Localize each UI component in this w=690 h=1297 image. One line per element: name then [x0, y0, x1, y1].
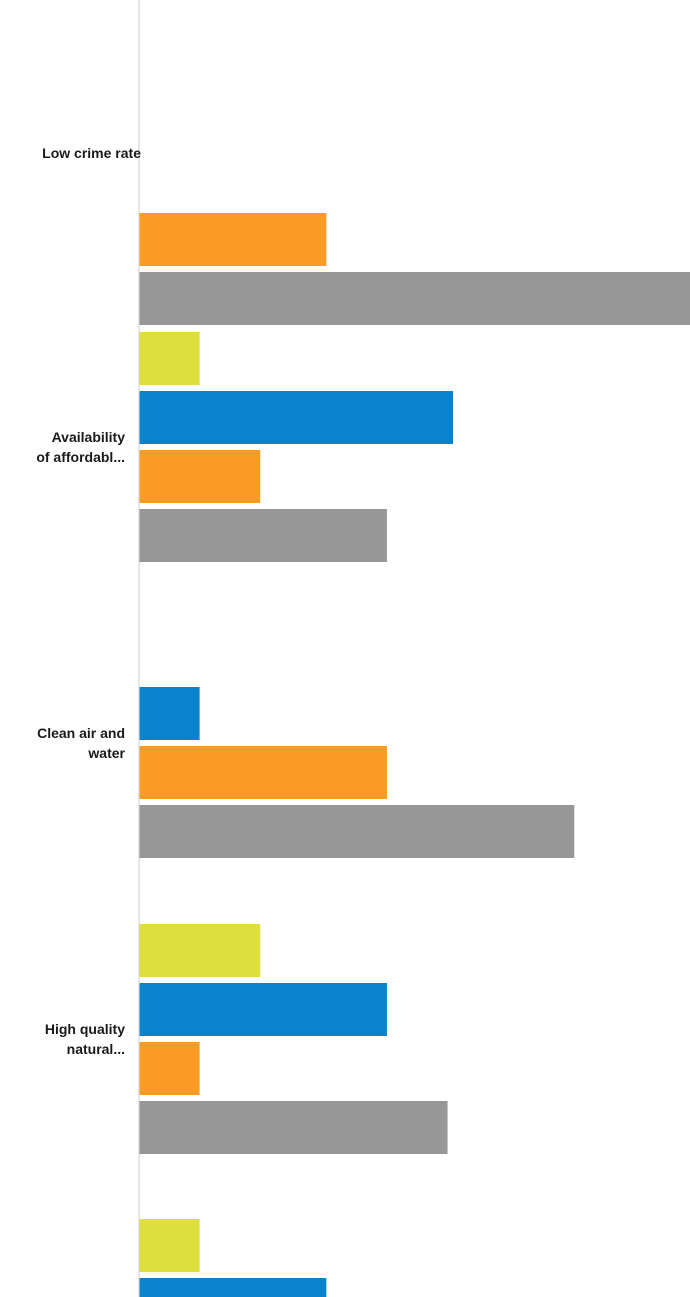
bar-cat3-series1 — [139, 983, 387, 1036]
category-label-line: Low crime rate — [42, 145, 141, 161]
category-label: Availability of affordabl... — [36, 429, 125, 465]
category-label-line: Clean air and — [37, 725, 125, 741]
bar-cat1-series2 — [139, 450, 261, 503]
bar-cat4-series1 — [139, 1278, 327, 1297]
bar-cat0-series2 — [139, 213, 327, 266]
bar-cat2-series2 — [139, 746, 387, 799]
category-label: Low crime rate — [42, 145, 141, 161]
category-label: Clean air and water — [37, 725, 125, 761]
bar-cat3-series0 — [139, 924, 261, 977]
category-label-line: water — [87, 745, 125, 761]
category-label-line: Availability — [52, 429, 126, 445]
category-label: High quality natural... — [45, 1021, 125, 1057]
bar-cat1-series1 — [139, 391, 454, 444]
category-label-line: natural... — [67, 1041, 125, 1057]
bar-cat0-series3 — [139, 272, 690, 325]
bar-cat3-series3 — [139, 1101, 448, 1154]
category-label-line: of affordabl... — [36, 449, 125, 465]
bar-cat1-series0 — [139, 332, 200, 385]
bar-cat4-series0 — [139, 1219, 200, 1272]
bar-cat1-series3 — [139, 509, 387, 562]
bar-cat3-series2 — [139, 1042, 200, 1095]
category-labels: Low crime rate Availability of affordabl..… — [36, 145, 141, 1057]
category-label-line: High quality — [45, 1021, 125, 1037]
bars-group — [139, 213, 690, 1297]
bar-cat2-series1 — [139, 687, 200, 740]
bar-cat2-series3 — [139, 805, 575, 858]
